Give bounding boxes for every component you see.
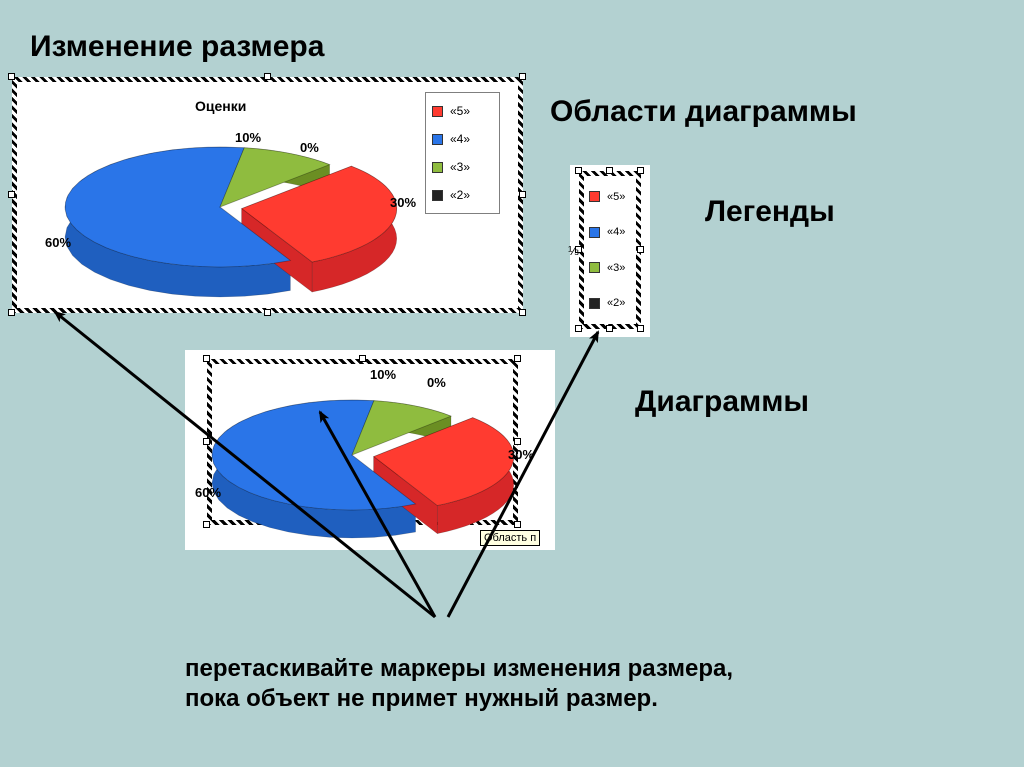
chart-title: Оценки [195, 98, 246, 114]
pct-label: 30% [390, 195, 416, 210]
legend-swatch [432, 134, 443, 145]
plot-area-selection[interactable] [207, 359, 518, 525]
heading-main: Изменение размера [30, 30, 324, 64]
pct-label: 30% [508, 447, 534, 462]
resize-handle[interactable] [359, 521, 366, 528]
body-line-2: пока объект не примет нужный размер. [185, 685, 658, 713]
legend-selection[interactable] [579, 171, 641, 329]
resize-handle[interactable] [514, 521, 521, 528]
resize-handle[interactable] [575, 167, 582, 174]
legend-item[interactable]: «2» [430, 186, 495, 204]
tooltip: Область п [480, 530, 540, 546]
resize-handle[interactable] [264, 309, 271, 316]
pct-label: 0% [427, 375, 446, 390]
pct-label: 10% [370, 367, 396, 382]
legend-item[interactable]: «3» [430, 158, 495, 176]
legend-box-chart[interactable]: «5» «4» «3» «2» [425, 92, 500, 214]
resize-handle[interactable] [514, 355, 521, 362]
legend-swatch [432, 106, 443, 117]
body-line-1: перетаскивайте маркеры изменения размера… [185, 655, 733, 683]
resize-handle[interactable] [519, 73, 526, 80]
resize-handle[interactable] [514, 438, 521, 445]
legend-item[interactable]: «5» [430, 102, 495, 120]
resize-handle[interactable] [264, 73, 271, 80]
legend-label: «3» [450, 160, 470, 174]
pct-label: 10% [235, 130, 261, 145]
resize-handle[interactable] [359, 355, 366, 362]
pct-label: 60% [195, 485, 221, 500]
pct-label: 60% [45, 235, 71, 250]
resize-handle[interactable] [606, 167, 613, 174]
slide-canvas: Изменение размера Области диаграммы Леге… [0, 0, 1024, 767]
legend-label: «2» [450, 188, 470, 202]
resize-handle[interactable] [8, 191, 15, 198]
resize-handle[interactable] [575, 325, 582, 332]
resize-handle[interactable] [519, 309, 526, 316]
resize-handle[interactable] [637, 325, 644, 332]
resize-handle[interactable] [8, 73, 15, 80]
resize-handle[interactable] [8, 309, 15, 316]
label-legend: Легенды [705, 195, 835, 229]
resize-handle[interactable] [203, 521, 210, 528]
resize-handle[interactable] [203, 438, 210, 445]
resize-handle[interactable] [637, 246, 644, 253]
pct-label: 0% [300, 140, 319, 155]
legend-swatch [432, 162, 443, 173]
resize-handle[interactable] [637, 167, 644, 174]
legend-side-pct: ⅓ [568, 243, 579, 258]
legend-label: «5» [450, 104, 470, 118]
label-diagram: Диаграммы [635, 385, 809, 419]
resize-handle[interactable] [606, 325, 613, 332]
legend-swatch [432, 190, 443, 201]
label-chart-area: Области диаграммы [550, 95, 857, 129]
resize-handle[interactable] [203, 355, 210, 362]
legend-item[interactable]: «4» [430, 130, 495, 148]
resize-handle[interactable] [519, 191, 526, 198]
legend-label: «4» [450, 132, 470, 146]
